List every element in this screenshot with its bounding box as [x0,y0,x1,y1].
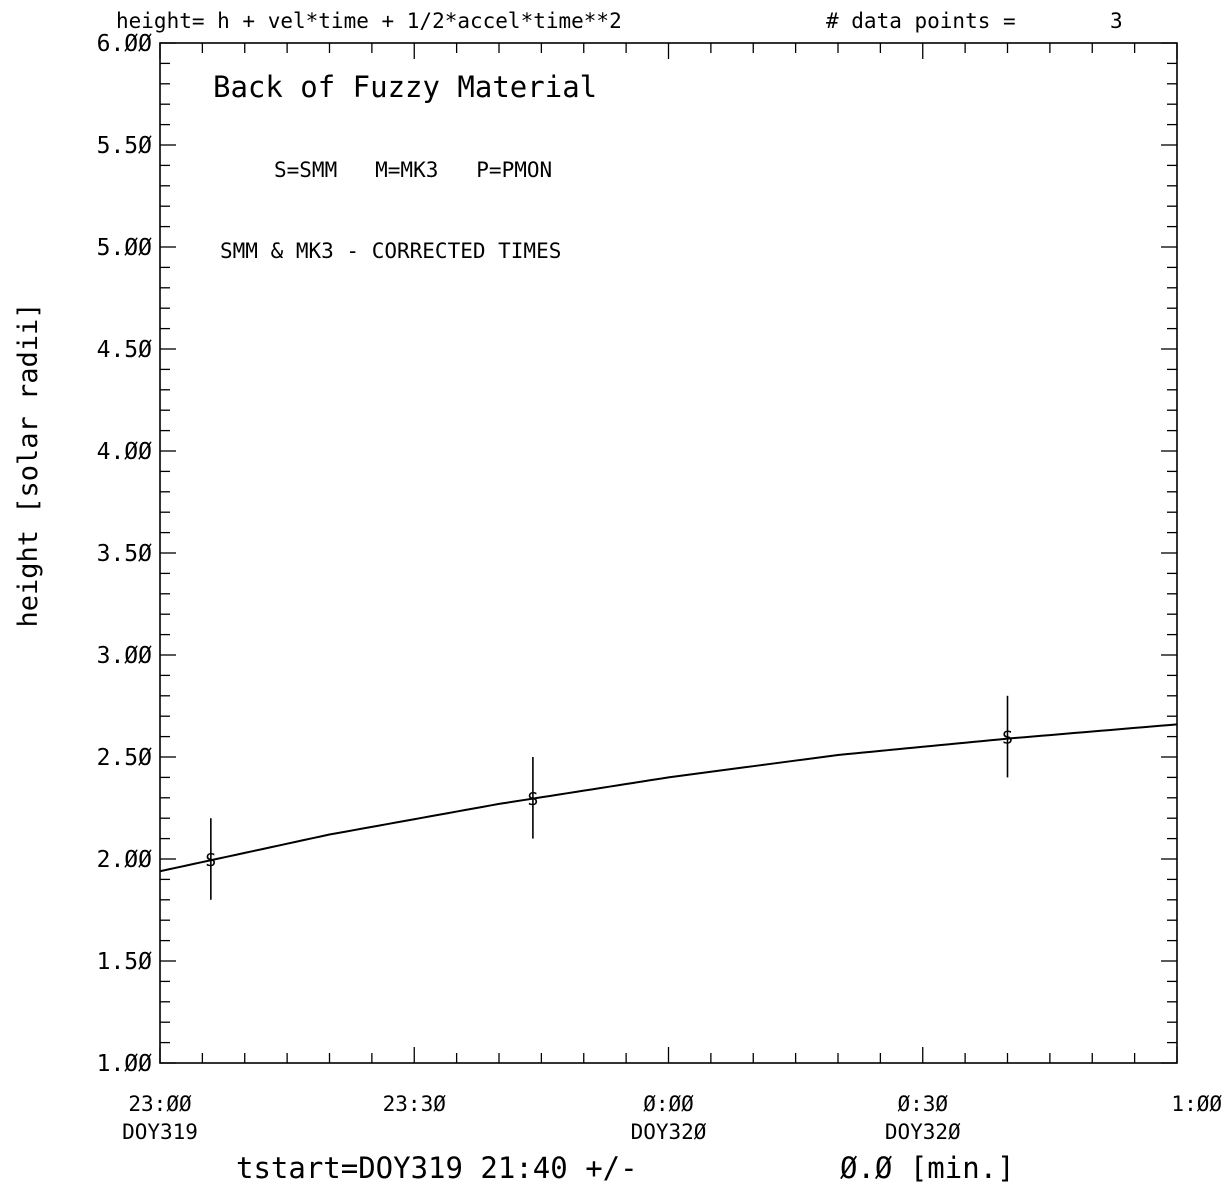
x-tick-label-time: 23:ØØ [128,1092,192,1116]
y-tick-label: 3.ØØ [97,643,153,669]
y-tick-label: 2.ØØ [97,847,153,873]
y-tick-label: 4.ØØ [97,439,153,465]
y-axis-label: height [solar radii] [13,302,44,627]
data-point-marker: S [527,789,538,810]
formula-header: height= h + vel*time + 1/2*accel*time**2 [116,9,622,33]
x-tick-label-time: 1:ØØ [1171,1092,1222,1116]
x-axis-label-left: tstart=DOY319 21:40 +/- [236,1151,638,1185]
y-tick-label: 3.5Ø [97,541,153,567]
y-tick-label: 1.ØØ [97,1051,153,1077]
x-axis-label-right: Ø.Ø [min.] [840,1151,1015,1185]
x-tick-label-time: Ø:ØØ [643,1092,694,1116]
chart-title: Back of Fuzzy Material [213,70,597,104]
correction-note: SMM & MK3 - CORRECTED TIMES [220,239,561,263]
instrument-key: S=SMM M=MK3 P=PMON [274,158,552,182]
data-point-marker: S [205,850,216,871]
data-points: S S S [205,695,1013,900]
x-tick-label-day: DOY32Ø [631,1120,707,1144]
y-tick-label: 6.ØØ [97,31,153,57]
data-points-count: 3 [1110,9,1123,33]
x-tick-label-day: DOY319 [122,1120,198,1144]
minor-ticks [159,42,1178,1064]
data-points-label: # data points = [826,9,1016,33]
plot-frame [159,42,1178,1064]
x-tick-label-day: DOY32Ø [885,1120,961,1144]
fit-curve [159,723,1178,873]
y-tick-label: 2.5Ø [97,745,153,771]
x-tick-label-time: 23:3Ø [383,1092,447,1116]
y-tick-label: 5.ØØ [97,235,153,261]
data-point-marker: S [1002,728,1013,749]
y-tick-label: 1.5Ø [97,949,153,975]
y-tick-labels: 1.ØØ 1.5Ø 2.ØØ 2.5Ø 3.ØØ 3.5Ø 4.ØØ 4.5Ø 5.ØØ 5.5Ø… [97,31,153,1077]
x-tick-label-time: Ø:3Ø [897,1092,948,1116]
y-tick-label: 4.5Ø [97,337,153,363]
y-tick-label: 5.5Ø [97,133,153,159]
x-tick-labels: 23:ØØ DOY319 23:3Ø Ø:ØØ DOY32Ø Ø:3Ø DOY32Ø 1:ØØ [122,1092,1222,1144]
